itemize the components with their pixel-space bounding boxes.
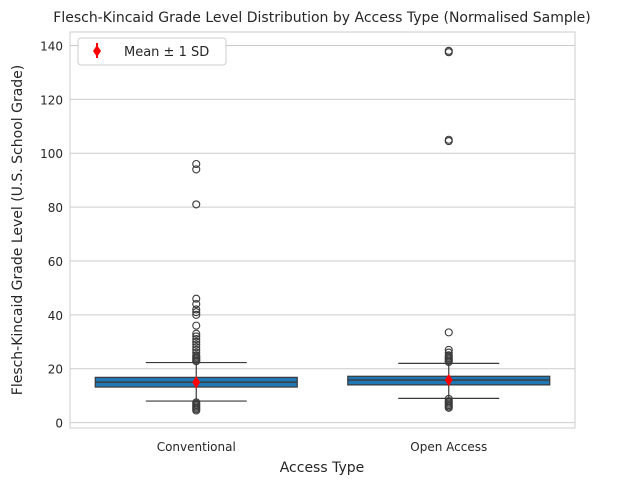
legend-mean-diamond <box>93 45 101 57</box>
y-tick-label: 100 <box>40 147 63 161</box>
box-series <box>94 46 551 415</box>
outlier-point <box>192 343 201 352</box>
y-tick-label: 120 <box>40 93 63 107</box>
outlier-point <box>192 332 201 341</box>
outlier-point <box>192 340 201 349</box>
outlier-point <box>192 335 201 344</box>
chart-title: Flesch-Kincaid Grade Level Distribution … <box>53 10 590 26</box>
outlier-point <box>192 357 201 366</box>
outlier-point <box>192 165 201 174</box>
y-tick-label: 140 <box>40 39 63 53</box>
outlier-point <box>444 48 453 57</box>
mean-marker <box>192 376 201 389</box>
outlier-point <box>192 329 201 338</box>
x-axis-label: Access Type <box>280 460 365 476</box>
outlier-point <box>192 406 201 415</box>
outlier-point <box>192 305 201 314</box>
outlier-point <box>192 200 201 209</box>
outlier-point <box>192 321 201 330</box>
x-axis-ticks: Conventional Open Access <box>157 440 488 454</box>
outlier-point <box>192 300 201 309</box>
y-tick-label: 0 <box>55 417 63 431</box>
grid-lines <box>70 44 575 424</box>
outlier-point <box>444 357 453 367</box>
x-tick-label: Open Access <box>410 440 487 454</box>
y-tick-label: 60 <box>48 255 63 269</box>
x-tick-label: Conventional <box>157 440 236 454</box>
mean-marker <box>444 374 453 387</box>
outlier-point <box>444 403 453 412</box>
y-tick-label: 40 <box>48 309 63 323</box>
outlier-point <box>444 328 453 337</box>
outlier-point <box>192 159 201 169</box>
plot-area-frame <box>69 31 576 429</box>
outlier-point <box>192 294 201 303</box>
y-axis-label: Flesch-Kincaid Grade Level (U.S. School … <box>10 65 26 395</box>
legend-label: Mean ± 1 SD <box>124 45 209 60</box>
outlier-point <box>192 308 201 317</box>
y-tick-label: 20 <box>48 363 63 377</box>
legend-frame <box>77 37 227 66</box>
y-tick-label: 80 <box>48 201 63 215</box>
y-axis-ticks: 0 20 40 60 80 100 120 140 <box>40 39 63 430</box>
outlier-point <box>444 137 453 146</box>
outlier-point <box>192 310 201 319</box>
legend: Mean ± 1 SD <box>77 37 227 66</box>
outlier-point <box>192 337 201 346</box>
